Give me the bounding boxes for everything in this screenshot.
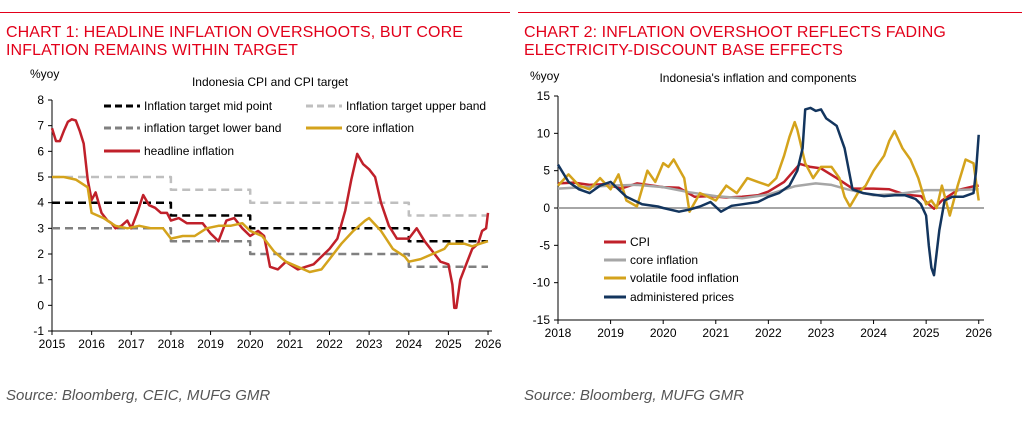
y-tick-label: -10	[533, 276, 551, 290]
legend-label: volatile food inflation	[630, 271, 739, 285]
y-tick-label: -15	[533, 313, 551, 327]
source-note: Source: Bloomberg, MUFG GMR	[524, 387, 745, 404]
x-tick-label: 2023	[356, 337, 383, 351]
y-tick-label: 0	[37, 298, 44, 312]
x-tick-label: 2024	[860, 326, 887, 340]
series-line	[556, 106, 980, 277]
series-line	[52, 175, 489, 274]
x-tick-label: 2020	[237, 337, 264, 351]
chart-title: Indonesia CPI and CPI target	[192, 75, 349, 89]
y-tick-label: 0	[543, 201, 550, 215]
x-tick-label: 2022	[755, 326, 782, 340]
panel-divider	[0, 12, 510, 13]
x-tick-label: 2026	[965, 326, 992, 340]
x-tick-label: 2016	[78, 337, 105, 351]
x-tick-label: 2020	[650, 326, 677, 340]
chart-svg: %yoy Indonesia CPI and CPI target -1 0 1 2 3 4 5…	[30, 67, 502, 351]
panel-divider	[518, 12, 1022, 13]
legend-label: core inflation	[346, 121, 414, 135]
y-tick-label: 2	[37, 247, 44, 261]
x-tick-label: 2022	[316, 337, 343, 351]
y-tick-label: -5	[539, 238, 550, 252]
x-tick-label: 2025	[913, 326, 940, 340]
y-axis-label: %yoy	[530, 69, 559, 83]
chart-title: Indonesia's inflation and components	[659, 71, 856, 85]
x-tick-label: 2015	[39, 337, 66, 351]
chart-panel-1: CHART 1: HEADLINE INFLATION OVERSHOOTS, …	[0, 0, 510, 424]
x-tick-label: 2025	[435, 337, 462, 351]
x-tick-label: 2021	[276, 337, 303, 351]
series-line	[50, 118, 490, 310]
x-tick-label: 2019	[597, 326, 624, 340]
series-line	[557, 120, 980, 217]
x-tick-label: 2018	[158, 337, 185, 351]
y-tick-label: 3	[37, 221, 44, 235]
legend-label: Inflation target upper band	[346, 99, 486, 113]
legend-label: CPI	[630, 235, 650, 249]
series-line	[52, 175, 488, 217]
x-tick-label: 2023	[808, 326, 835, 340]
y-tick-label: 5	[543, 164, 550, 178]
chart-heading: CHART 2: INFLATION OVERSHOOT REFLECTS FA…	[524, 24, 946, 59]
y-tick-label: 7	[37, 119, 44, 133]
y-tick-label: 4	[37, 196, 44, 210]
chart-svg: %yoy Indonesia's inflation and components…	[530, 69, 992, 340]
y-tick-label: 15	[537, 89, 551, 103]
series-line	[52, 227, 488, 269]
x-tick-label: 2019	[197, 337, 224, 351]
legend-label: core inflation	[630, 253, 698, 267]
legend-label: headline inflation	[144, 144, 234, 158]
legend-label: Inflation target mid point	[144, 99, 273, 113]
chart-panel-2: CHART 2: INFLATION OVERSHOOT REFLECTS FA…	[518, 0, 1022, 424]
chart-heading: CHART 1: HEADLINE INFLATION OVERSHOOTS, …	[6, 24, 464, 59]
y-tick-label: 6	[37, 144, 44, 158]
y-tick-label: 8	[37, 93, 44, 107]
y-tick-label: 1	[37, 273, 44, 287]
y-tick-label: -1	[33, 324, 44, 338]
x-tick-label: 2024	[395, 337, 422, 351]
source-note: Source: Bloomberg, CEIC, MUFG GMR	[6, 387, 271, 404]
x-tick-label: 2021	[702, 326, 729, 340]
legend-label: inflation target lower band	[144, 121, 281, 135]
y-tick-label: 10	[537, 126, 551, 140]
series-line	[52, 201, 488, 243]
legend-label: administered prices	[630, 290, 734, 304]
x-tick-label: 2017	[118, 337, 145, 351]
y-tick-label: 5	[37, 170, 44, 184]
x-tick-label: 2026	[475, 337, 502, 351]
x-tick-label: 2018	[545, 326, 572, 340]
y-axis-label: %yoy	[30, 67, 59, 81]
